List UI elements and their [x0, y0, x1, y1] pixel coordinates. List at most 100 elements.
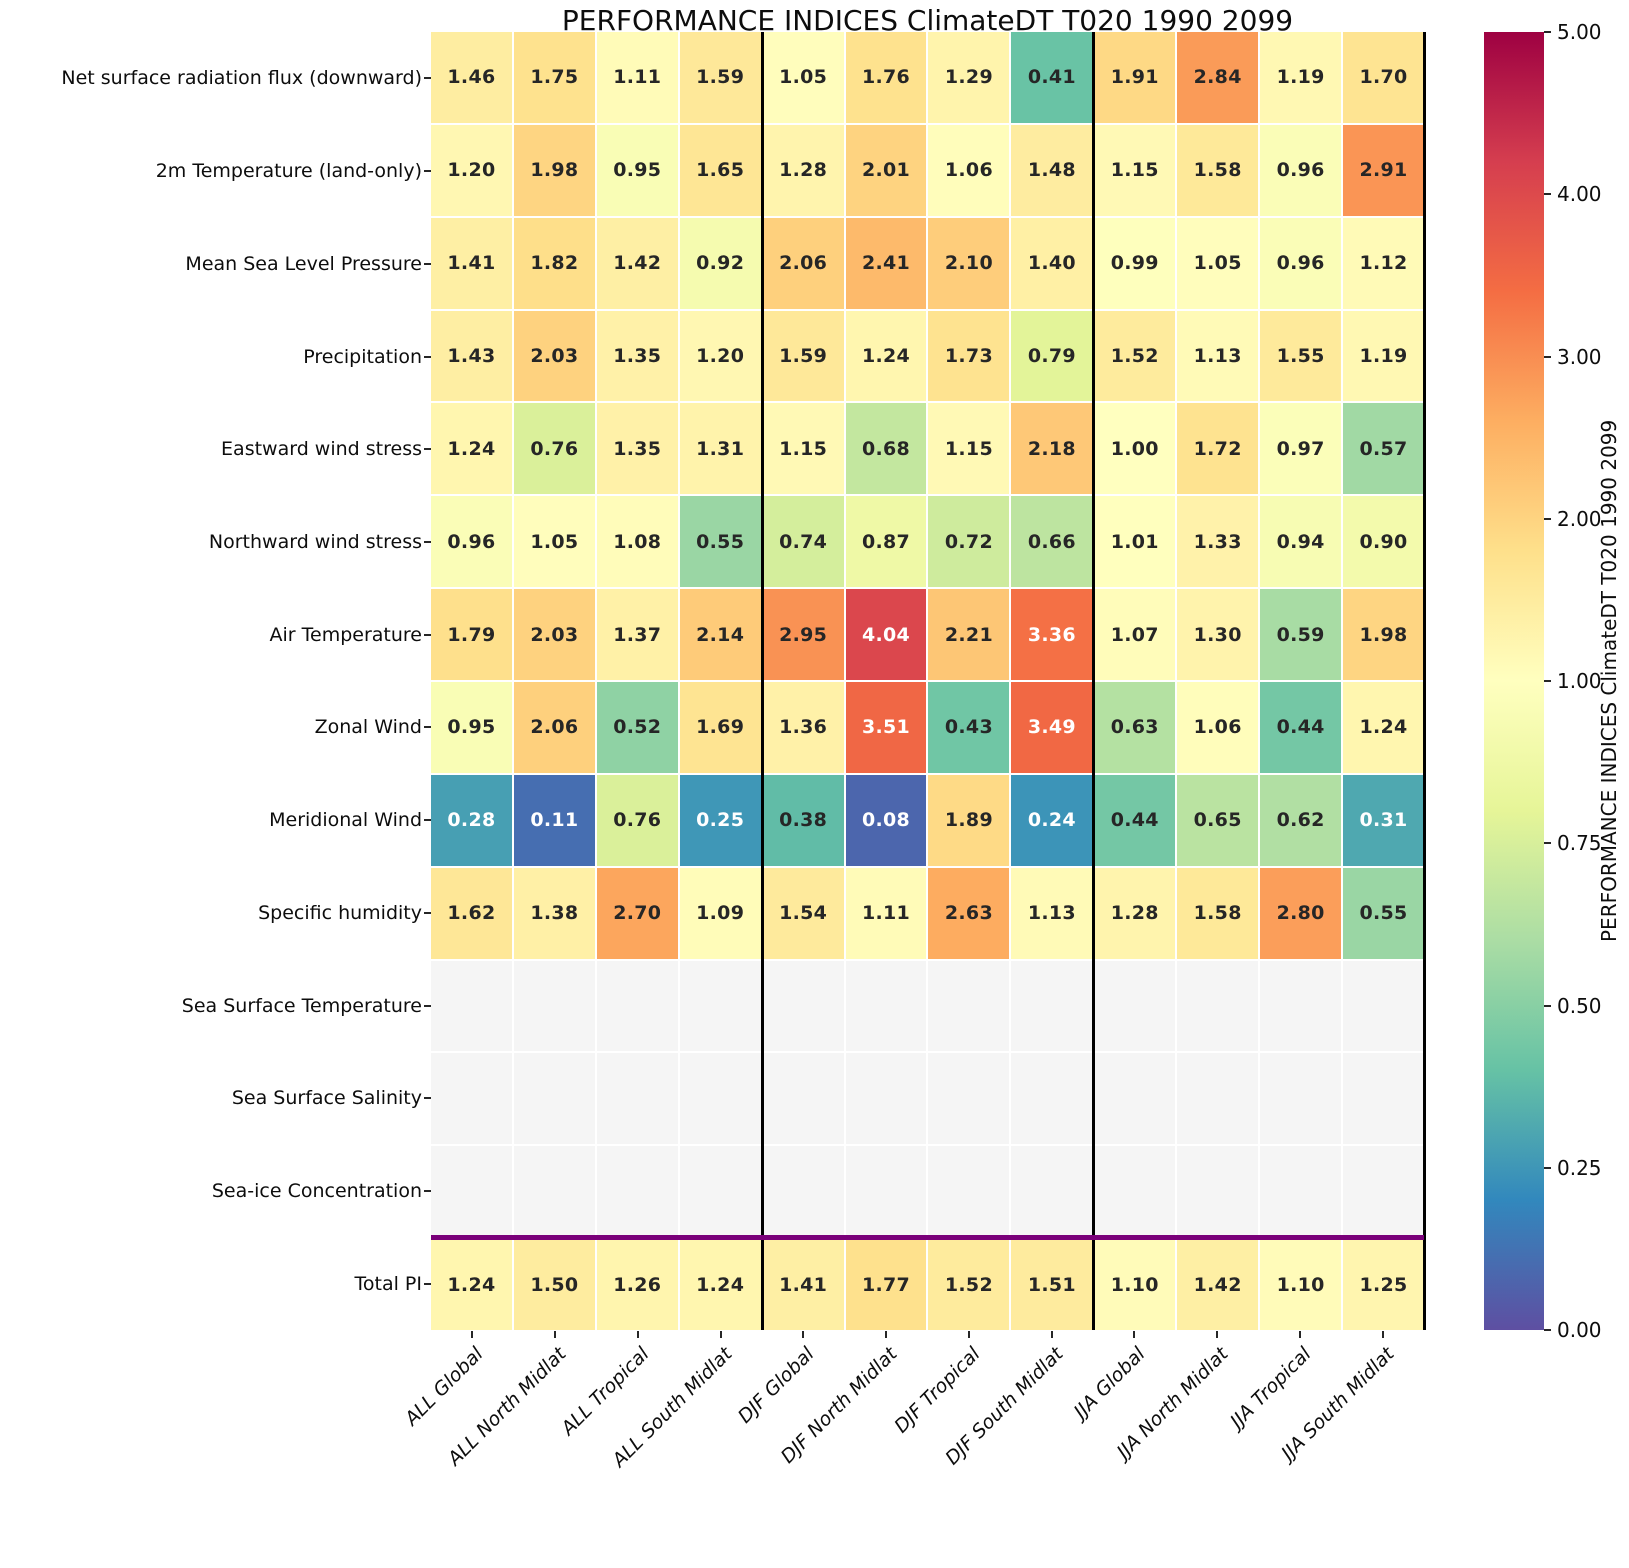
row-label: Total PI [354, 1272, 422, 1295]
heatmap-cell: 1.26 [596, 1239, 678, 1330]
heatmap-cell: 1.82 [513, 217, 595, 309]
heatmap-cell [1177, 1146, 1259, 1238]
heatmap-cell [679, 1053, 761, 1145]
x-tick-mark [719, 1331, 722, 1338]
heatmap-cell: 2.63 [928, 867, 1010, 959]
heatmap-cell: 1.15 [928, 403, 1010, 495]
heatmap-cell: 1.43 [431, 310, 512, 402]
heatmap-cell: 1.09 [679, 867, 761, 959]
heatmap-cell [928, 1053, 1010, 1145]
row-label: Eastward wind stress [221, 438, 422, 461]
row-label: Net surface radiation flux (downward) [61, 67, 422, 90]
heatmap-cell: 1.48 [1011, 124, 1093, 216]
group-separator-line [1091, 32, 1095, 1330]
row-label: 2m Temperature (land-only) [155, 160, 422, 183]
heatmap-cell: 1.11 [596, 32, 678, 123]
heatmap-cell: 0.65 [1177, 774, 1259, 866]
group-separator-line [760, 32, 764, 1330]
y-tick-mark [424, 1282, 431, 1285]
heatmap-cell: 1.15 [762, 403, 844, 495]
chart-title: PERFORMANCE INDICES ClimateDT T020 1990 … [561, 4, 1294, 37]
heatmap-cell [845, 1053, 927, 1145]
heatmap-cell: 1.70 [1343, 32, 1424, 123]
heatmap-cell: 1.51 [1011, 1239, 1093, 1330]
y-tick-mark [424, 77, 431, 80]
heatmap-cell [1343, 1146, 1424, 1238]
heatmap-cell: 1.20 [431, 124, 512, 216]
x-tick-mark [967, 1331, 970, 1338]
heatmap-cell: 1.91 [1094, 32, 1176, 123]
heatmap-cell [1011, 1053, 1093, 1145]
heatmap-cell [845, 960, 927, 1052]
total-row-separator-line [431, 1234, 1424, 1240]
y-tick-mark [424, 355, 431, 358]
heatmap-cell: 1.75 [513, 32, 595, 123]
heatmap-cell: 2.21 [928, 589, 1010, 680]
heatmap-cell: 3.49 [1011, 681, 1093, 773]
heatmap-cell: 1.13 [1011, 867, 1093, 959]
heatmap-cell: 3.36 [1011, 589, 1093, 680]
heatmap-cell: 0.25 [679, 774, 761, 866]
heatmap-cell: 1.19 [1260, 32, 1342, 123]
heatmap-cell [596, 1146, 678, 1238]
heatmap-cell: 1.73 [928, 310, 1010, 402]
heatmap-cell: 0.28 [431, 774, 512, 866]
group-separator-line [1422, 32, 1426, 1330]
heatmap-grid: 1.46 1.75 1.11 1.59 1.05 1.76 1.29 0.41 1.91 2.84… [431, 32, 1424, 1330]
heatmap-cell [431, 1146, 512, 1238]
colorbar-tick-label: 0.75 [1557, 831, 1602, 856]
y-tick-mark [424, 262, 431, 265]
x-tick-mark [1298, 1331, 1301, 1338]
heatmap-cell: 1.11 [845, 867, 927, 959]
colorbar-gradient [1484, 32, 1544, 1330]
x-tick-mark [885, 1331, 888, 1338]
heatmap-cell: 1.33 [1177, 496, 1259, 588]
row-label: Northward wind stress [208, 530, 422, 553]
heatmap-cell: 2.84 [1177, 32, 1259, 123]
heatmap-cell: 0.44 [1260, 681, 1342, 773]
heatmap-cell: 0.87 [845, 496, 927, 588]
colorbar-tick-label: 0.50 [1557, 993, 1602, 1018]
heatmap-cell [513, 1146, 595, 1238]
heatmap-cell: 1.72 [1177, 403, 1259, 495]
heatmap-cell: 1.55 [1260, 310, 1342, 402]
heatmap-cell: 0.57 [1343, 403, 1424, 495]
heatmap-cell: 1.24 [431, 1239, 512, 1330]
heatmap-cell [762, 1146, 844, 1238]
colorbar-tick-label: 0.25 [1557, 1155, 1602, 1180]
heatmap-cell: 2.03 [513, 589, 595, 680]
heatmap-cell: 2.18 [1011, 403, 1093, 495]
heatmap-cell [1177, 960, 1259, 1052]
heatmap-cell: 1.05 [762, 32, 844, 123]
heatmap-cell: 1.12 [1343, 217, 1424, 309]
y-tick-mark [424, 170, 431, 173]
heatmap-cell: 1.36 [762, 681, 844, 773]
heatmap-cell: 1.06 [1177, 681, 1259, 773]
heatmap-cell: 1.25 [1343, 1239, 1424, 1330]
heatmap-cell: 0.76 [513, 403, 595, 495]
heatmap-cell: 0.94 [1260, 496, 1342, 588]
heatmap-cell: 0.90 [1343, 496, 1424, 588]
heatmap-cell: 0.68 [845, 403, 927, 495]
heatmap-cell: 1.31 [679, 403, 761, 495]
heatmap-cell: 0.41 [1011, 32, 1093, 123]
heatmap-cell: 2.06 [762, 217, 844, 309]
heatmap-cell: 1.06 [928, 124, 1010, 216]
y-tick-mark [424, 448, 431, 451]
heatmap-cell: 1.28 [762, 124, 844, 216]
heatmap-cell: 0.59 [1260, 589, 1342, 680]
heatmap-cell: 1.40 [1011, 217, 1093, 309]
heatmap-cell: 2.91 [1343, 124, 1424, 216]
heatmap-cell: 0.96 [1260, 124, 1342, 216]
heatmap-cell [679, 960, 761, 1052]
heatmap-cell: 0.24 [1011, 774, 1093, 866]
heatmap-cell [928, 1146, 1010, 1238]
heatmap-cell [1094, 960, 1176, 1052]
heatmap-cell: 2.14 [679, 589, 761, 680]
heatmap-cell [928, 960, 1010, 1052]
x-tick-mark [1381, 1331, 1384, 1338]
row-label: Precipitation [303, 345, 422, 368]
heatmap-cell [1260, 960, 1342, 1052]
heatmap-cell: 1.13 [1177, 310, 1259, 402]
